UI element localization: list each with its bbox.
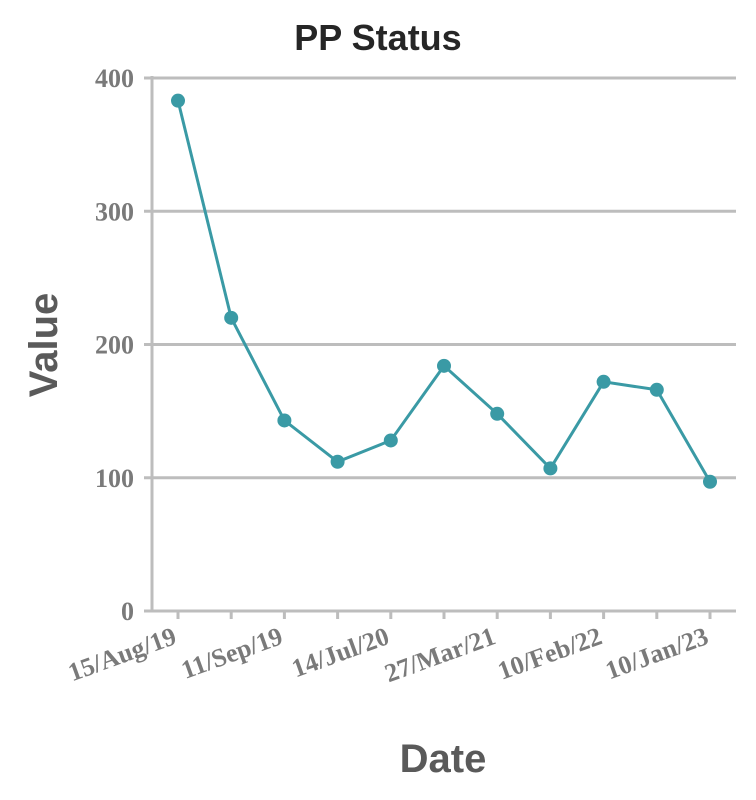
series — [171, 93, 717, 489]
y-axis-label: Value — [22, 293, 66, 398]
x-tick-label: 10/Feb/22 — [494, 621, 606, 685]
gridlines — [144, 76, 736, 480]
x-tick-label: 15/Aug/19 — [64, 621, 180, 687]
y-tick-label: 300 — [95, 197, 134, 226]
series-line — [176, 100, 712, 483]
axes — [144, 76, 736, 619]
y-tick-label: 400 — [95, 64, 134, 93]
x-axis-label: Date — [400, 737, 487, 781]
data-point — [330, 454, 345, 469]
x-tick-label: 14/Jul/20 — [288, 621, 393, 683]
x-tick-label: 11/Sep/19 — [177, 621, 286, 684]
data-point — [490, 406, 505, 421]
data-point — [437, 358, 451, 373]
data-point — [383, 433, 398, 448]
y-tick-label: 0 — [121, 597, 134, 626]
data-point — [543, 461, 558, 476]
chart-title: PP Status — [294, 17, 461, 58]
data-point — [224, 310, 239, 325]
x-tick-label: 10/Jan/23 — [602, 621, 712, 685]
data-point — [649, 382, 664, 397]
y-tick-labels: 0 100 200 300 400 — [95, 64, 134, 626]
y-tick-label: 100 — [95, 464, 134, 493]
data-point — [277, 413, 292, 428]
data-point — [596, 374, 611, 389]
y-tick-label: 200 — [95, 331, 134, 360]
x-tick-label: 27/Mar/21 — [381, 621, 499, 688]
data-point — [171, 93, 185, 108]
data-point — [703, 474, 717, 489]
